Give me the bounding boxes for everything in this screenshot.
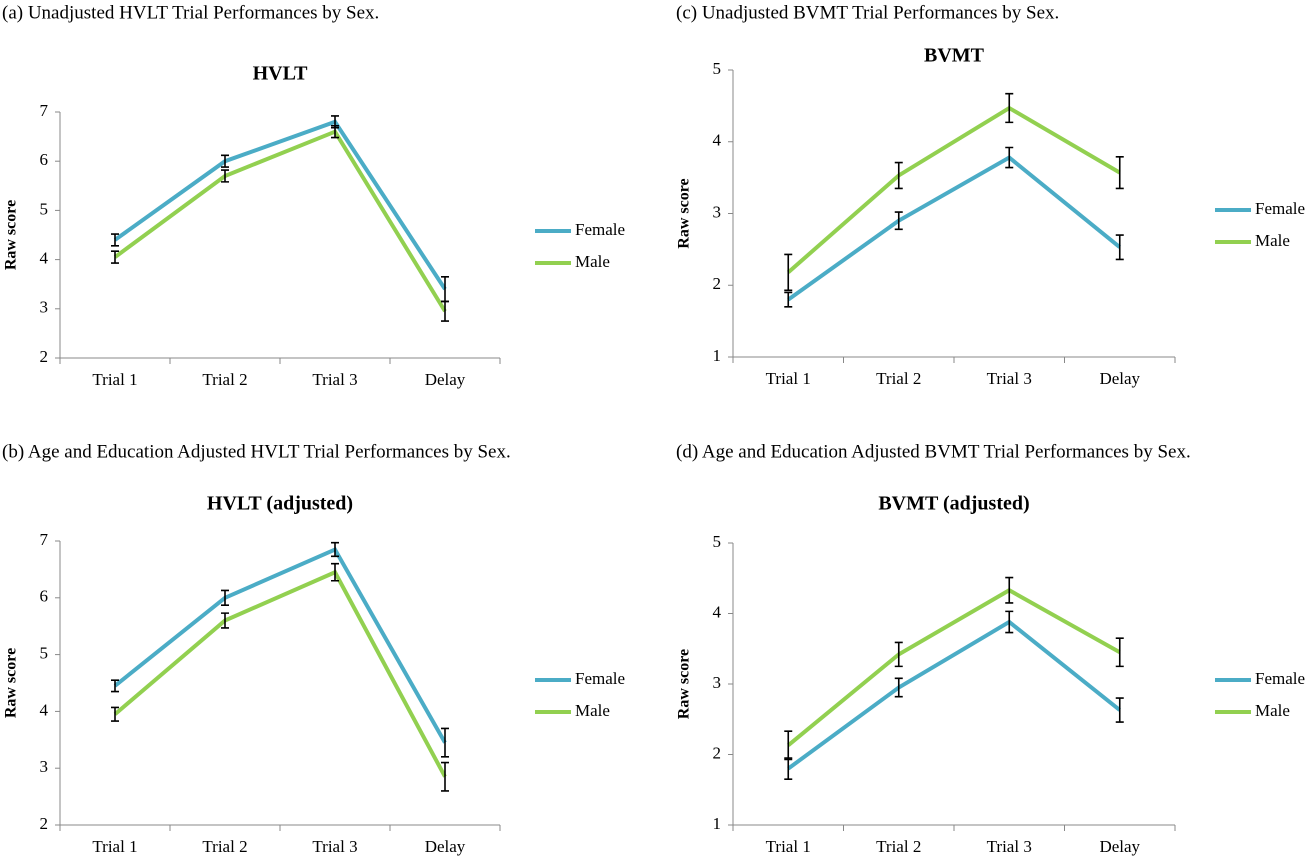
error-bar <box>441 727 449 758</box>
chart-title: BVMT <box>924 45 985 67</box>
y-tick-label: 6 <box>40 587 49 606</box>
error-bar <box>1005 610 1014 634</box>
series-line <box>786 587 1121 747</box>
chart-title: HVLT (adjusted) <box>207 493 353 515</box>
error-bar <box>784 253 793 292</box>
x-tick-label: Delay <box>425 370 466 389</box>
error-bar <box>1115 234 1124 261</box>
x-tick-label: Delay <box>1099 837 1140 856</box>
x-tick-label: Trial 2 <box>876 369 921 388</box>
error-bar <box>784 291 793 308</box>
x-tick-label: Delay <box>1099 369 1140 388</box>
y-tick-label: 5 <box>40 644 49 663</box>
x-tick-label: Trial 3 <box>987 369 1032 388</box>
y-tick-label: 5 <box>40 199 49 218</box>
error-bar <box>331 562 339 582</box>
x-tick-label: Trial 1 <box>766 369 811 388</box>
x-tick-label: Trial 1 <box>92 370 137 389</box>
y-tick-label: 4 <box>40 249 49 268</box>
error-bar <box>331 541 339 558</box>
y-tick-label: 2 <box>40 347 49 366</box>
y-tick-label: 2 <box>713 274 722 293</box>
error-bar <box>331 124 339 139</box>
y-tick-label: 3 <box>40 298 49 317</box>
error-bar <box>1005 92 1014 124</box>
error-bar <box>894 641 903 668</box>
y-tick-label: 7 <box>40 530 49 549</box>
series-line <box>113 569 447 778</box>
legend-label: Male <box>575 252 610 271</box>
legend-label: Female <box>1255 199 1305 218</box>
error-bar <box>894 161 903 190</box>
y-tick-label: 1 <box>713 346 722 365</box>
error-bar <box>441 761 449 792</box>
series-line <box>113 119 447 291</box>
error-bar <box>1115 156 1124 190</box>
error-bar <box>111 706 119 722</box>
x-tick-label: Trial 2 <box>876 837 921 856</box>
legend-label: Female <box>575 220 625 239</box>
error-bar <box>221 589 229 606</box>
y-tick-label: 7 <box>40 101 49 120</box>
series-line <box>113 129 447 313</box>
error-bar <box>784 730 793 761</box>
y-axis-label: Raw score <box>3 200 20 270</box>
legend-label: Male <box>575 701 610 720</box>
series-line <box>113 546 447 744</box>
panel-caption: (a) Unadjusted HVLT Trial Performances b… <box>2 2 379 23</box>
x-tick-label: Delay <box>425 837 466 856</box>
y-tick-label: 5 <box>713 532 722 551</box>
error-bar <box>1005 146 1014 169</box>
legend-label: Male <box>1255 231 1290 250</box>
error-bar <box>441 300 449 322</box>
y-tick-label: 2 <box>40 814 49 833</box>
series-line <box>786 105 1121 274</box>
y-axis-label: Raw score <box>676 649 693 719</box>
error-bar <box>111 250 119 264</box>
legend-label: Male <box>1255 701 1290 720</box>
x-tick-label: Trial 3 <box>312 370 357 389</box>
x-tick-label: Trial 3 <box>987 837 1032 856</box>
y-tick-label: 2 <box>713 743 722 762</box>
error-bar <box>894 677 903 698</box>
error-bar <box>1115 697 1124 723</box>
panel-caption: (d) Age and Education Adjusted BVMT Tria… <box>676 441 1191 462</box>
x-tick-label: Trial 2 <box>202 370 247 389</box>
error-bar <box>1005 576 1014 604</box>
x-tick-label: Trial 2 <box>202 837 247 856</box>
panel-caption: (c) Unadjusted BVMT Trial Performances b… <box>676 2 1059 23</box>
y-tick-label: 4 <box>713 602 722 621</box>
y-tick-label: 3 <box>713 673 722 692</box>
panel-caption: (b) Age and Education Adjusted HVLT Tria… <box>2 441 511 462</box>
y-axis-label: Raw score <box>676 178 693 248</box>
legend-label: Female <box>1255 669 1305 688</box>
chart-title: HVLT <box>253 63 309 85</box>
y-tick-label: 1 <box>713 814 722 833</box>
y-tick-label: 3 <box>40 757 49 776</box>
x-tick-label: Trial 1 <box>766 837 811 856</box>
error-bar <box>221 154 229 168</box>
y-tick-label: 3 <box>713 202 722 221</box>
error-bar <box>221 612 229 629</box>
legend-label: Female <box>575 669 625 688</box>
error-bar <box>111 679 119 693</box>
series-line <box>787 619 1121 771</box>
y-tick-label: 4 <box>713 131 722 150</box>
y-tick-label: 5 <box>713 59 722 78</box>
x-tick-label: Trial 3 <box>312 837 357 856</box>
chart-title: BVMT (adjusted) <box>878 493 1029 515</box>
error-bar <box>441 276 449 303</box>
error-bar <box>1115 637 1124 668</box>
y-axis-label: Raw score <box>3 648 20 718</box>
y-tick-label: 6 <box>40 150 49 169</box>
y-tick-label: 4 <box>40 700 49 719</box>
series-line <box>787 155 1122 302</box>
x-tick-label: Trial 1 <box>92 837 137 856</box>
error-bar <box>111 233 119 247</box>
error-bar <box>894 211 903 231</box>
error-bar <box>221 169 229 183</box>
